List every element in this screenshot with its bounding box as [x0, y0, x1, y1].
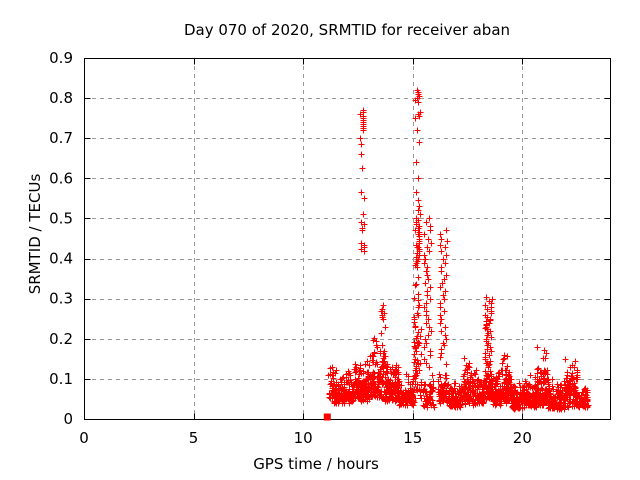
- y-tick-label: 0.2: [49, 330, 73, 348]
- x-tick-label: 20: [513, 429, 532, 447]
- y-tick-label: 0.1: [49, 370, 73, 388]
- y-tick-label: 0.7: [49, 129, 73, 147]
- y-tick-label: 0.5: [49, 209, 73, 227]
- y-tick-label: 0.4: [49, 250, 73, 268]
- x-tick-label: 5: [189, 429, 199, 447]
- x-tick-label: 15: [403, 429, 422, 447]
- plot-frame: 0 5 10 15 20 0 0.1 0.2 0.3 0.4 0.5 0.6 0.7 0.8 0.9: [49, 49, 611, 447]
- x-tick-label: 0: [79, 429, 89, 447]
- axis-labels-layer: Day 070 of 2020, SRMTID for receiver aba…: [26, 21, 510, 473]
- data-points-layer: [323, 87, 592, 421]
- start-square-marker: [323, 413, 331, 421]
- y-tick-label: 0.6: [49, 169, 73, 187]
- x-axis-label: GPS time / hours: [253, 455, 379, 473]
- chart-title: Day 070 of 2020, SRMTID for receiver aba…: [184, 21, 510, 39]
- y-tick-label: 0.3: [49, 290, 73, 308]
- y-tick-label: 0.9: [49, 49, 73, 67]
- scatter-plus-markers: [325, 87, 592, 413]
- y-tick-label: 0.8: [49, 89, 73, 107]
- y-axis-label: SRMTID / TECUs: [26, 174, 44, 295]
- y-tick-label: 0: [63, 410, 73, 428]
- plot-border: [84, 58, 611, 420]
- x-tick-label: 10: [294, 429, 313, 447]
- grid-layer: [84, 58, 610, 419]
